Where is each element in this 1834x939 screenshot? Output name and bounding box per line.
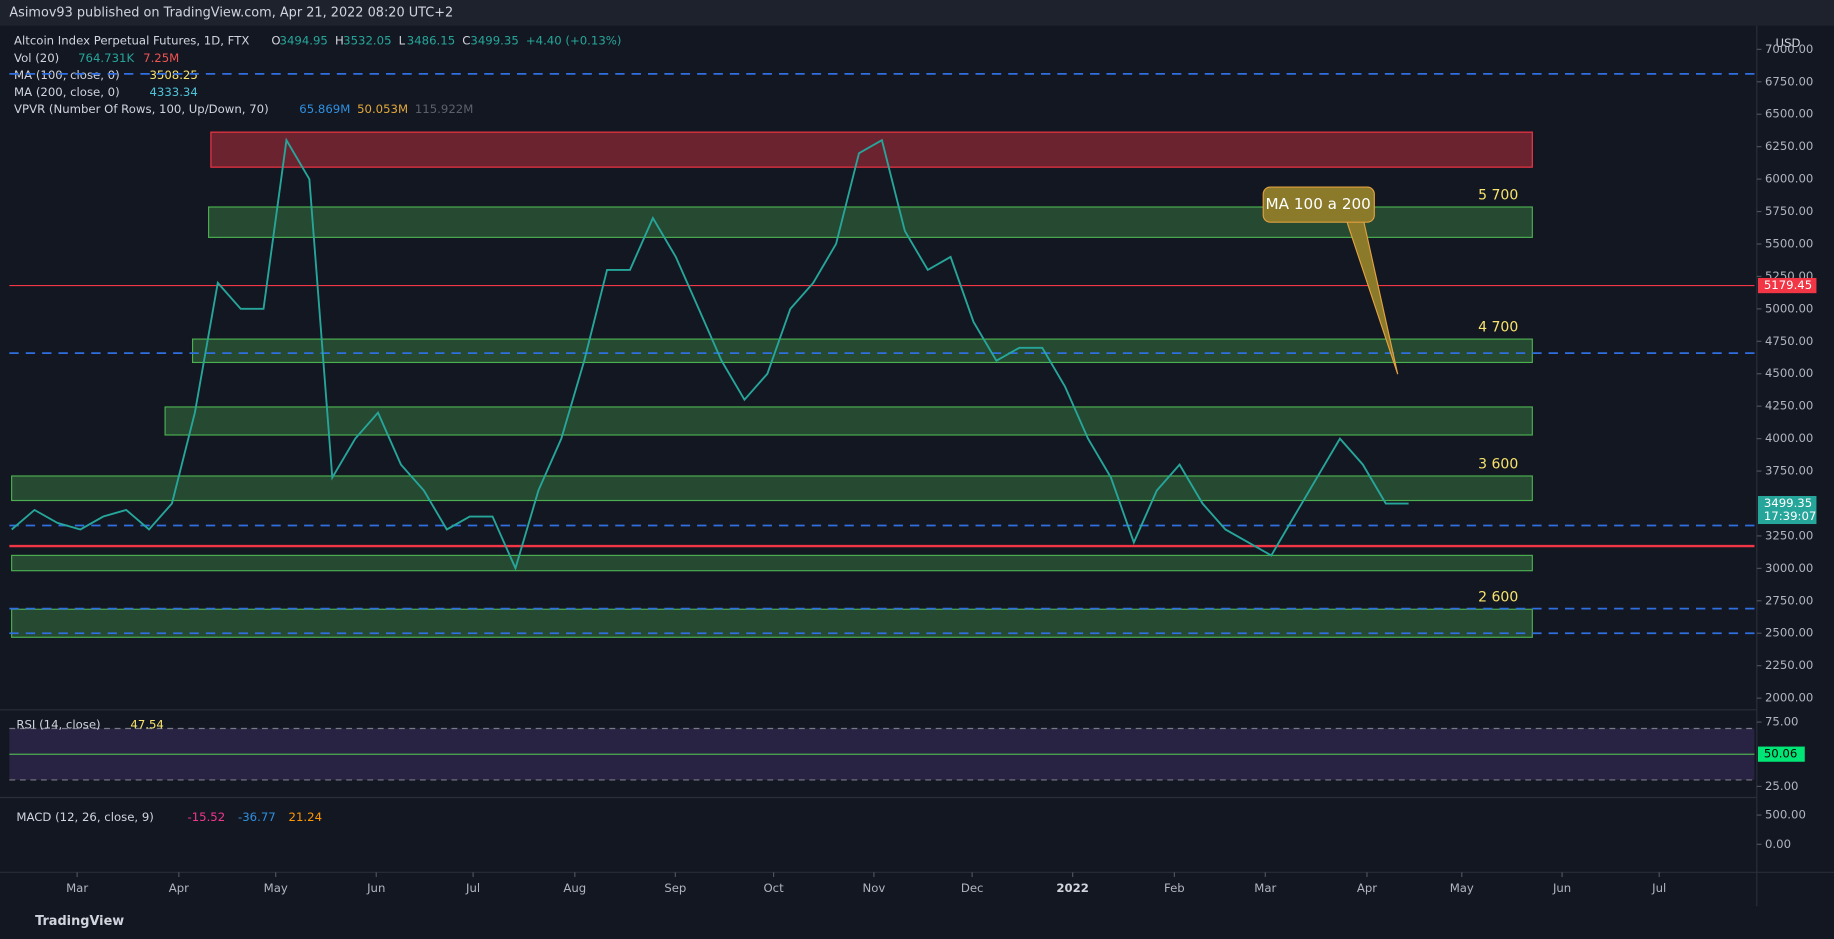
y-tick-label: 6750.00 [1765,74,1813,88]
chart-title: Altcoin Index Perpetual Futures, 1D, FTX [14,33,249,47]
ohlc-key: O [271,33,280,47]
indicator-value: 115.922M [415,102,473,116]
price-tag [1757,495,1817,525]
rsi-tick-label: 75.00 [1765,715,1798,729]
macd-value: 21.24 [289,810,322,824]
ohlc-value: 3494.95 [280,33,328,47]
zone-label: 4 700 [1478,319,1518,335]
macd-tick-label: 500.00 [1765,808,1806,822]
indicator-value: 4333.34 [149,85,197,99]
indicator-value: 3508.25 [149,68,197,82]
zone [210,131,1533,168]
macd-value: -15.52 [187,810,225,824]
y-tick-label: 2000.00 [1765,691,1813,705]
zone [164,406,1533,436]
y-tick-label: 5000.00 [1765,301,1813,315]
x-tick-label: May [1450,881,1474,895]
x-tick-label: Sep [664,881,686,895]
y-tick-label: 6500.00 [1765,107,1813,121]
y-tick-label: 2500.00 [1765,626,1813,640]
price-tag-countdown: 17:39:07 [1764,509,1817,523]
zone [11,554,1533,572]
y-tick-label: 7000.00 [1765,42,1813,56]
y-tick-label: 4250.00 [1765,399,1813,413]
price-tag [1757,277,1817,294]
x-tick-label: Oct [763,881,784,895]
x-tick-label: Dec [961,881,984,895]
y-tick-label: 6250.00 [1765,139,1813,153]
header-text: Asimov93 published on TradingView.com, A… [9,5,453,20]
rsi-value: 47.54 [130,718,163,732]
indicator-value: 50.053M [357,102,408,116]
zone [11,475,1533,502]
rsi-label: RSI (14, close) [16,718,100,732]
ohlc-value: +4.40 (+0.13%) [526,33,622,47]
footer-logo: TradingView [35,914,124,929]
y-tick-label: 5500.00 [1765,236,1813,250]
x-tick-label: Jun [366,881,385,895]
rsi-tick-label: 25.00 [1765,779,1798,793]
x-tick-label: Jul [1651,881,1666,895]
rsi-tag-label: 50.06 [1764,747,1797,761]
x-tick-label: Jun [1552,881,1571,895]
zone-label: 2 600 [1478,590,1518,606]
indicator-value: 7.25M [143,51,179,65]
x-tick-label: Apr [1357,881,1377,895]
y-tick-label: 4750.00 [1765,334,1813,348]
indicator-name: Vol (20) [14,51,59,65]
y-tick-label: 4000.00 [1765,431,1813,445]
indicator-value: 65.869M [299,102,350,116]
macd-label: MACD (12, 26, close, 9) [16,810,153,824]
ohlc-key: H [335,33,344,47]
zone-label: 3 600 [1478,456,1518,472]
callout-box [1262,186,1375,223]
y-tick-label: 6000.00 [1765,172,1813,186]
ohlc-value: 3499.35 [470,33,518,47]
price-tag-label: 3499.35 [1764,496,1812,510]
y-tick-label: 5750.00 [1765,204,1813,218]
price-line [11,137,1409,572]
ohlc-key: L [399,33,406,47]
zone-label: 5 700 [1478,187,1518,203]
indicator-name: VPVR (Number Of Rows, 100, Up/Down, 70) [14,102,269,116]
indicator-value: 764.731K [78,51,134,65]
indicator-name: MA (200, close, 0) [14,85,120,99]
x-tick-label: 2022 [1056,881,1089,895]
x-tick-label: Aug [563,881,586,895]
x-tick-label: May [264,881,288,895]
macd-value: -36.77 [238,810,276,824]
currency: USD [1776,36,1801,50]
callout-text: MA 100 a 200 [1266,195,1371,213]
indicator-name: MA (100, close, 0) [14,68,120,82]
y-tick-label: 2250.00 [1765,658,1813,672]
y-tick-label: 3750.00 [1765,464,1813,478]
x-tick-label: Feb [1164,881,1185,895]
ohlc-value: 3532.05 [343,33,391,47]
footer-bar [0,907,1834,939]
x-tick-label: Nov [862,881,885,895]
y-tick-label: 2750.00 [1765,593,1813,607]
x-tick-label: Mar [66,881,88,895]
zone [191,338,1533,364]
y-tick-label: 3250.00 [1765,528,1813,542]
macd-tick-label: 0.00 [1765,837,1791,851]
y-tick-label: 3000.00 [1765,561,1813,575]
ohlc-value: 3486.15 [407,33,455,47]
x-tick-label: Apr [169,881,189,895]
rsi-tag [1757,746,1805,762]
ohlc-key: C [462,33,470,47]
y-tick-label: 4500.00 [1765,366,1813,380]
header-bar [0,0,1834,26]
price-tag-label: 5179.45 [1764,278,1812,292]
x-tick-label: Mar [1254,881,1276,895]
x-tick-label: Jul [465,881,480,895]
